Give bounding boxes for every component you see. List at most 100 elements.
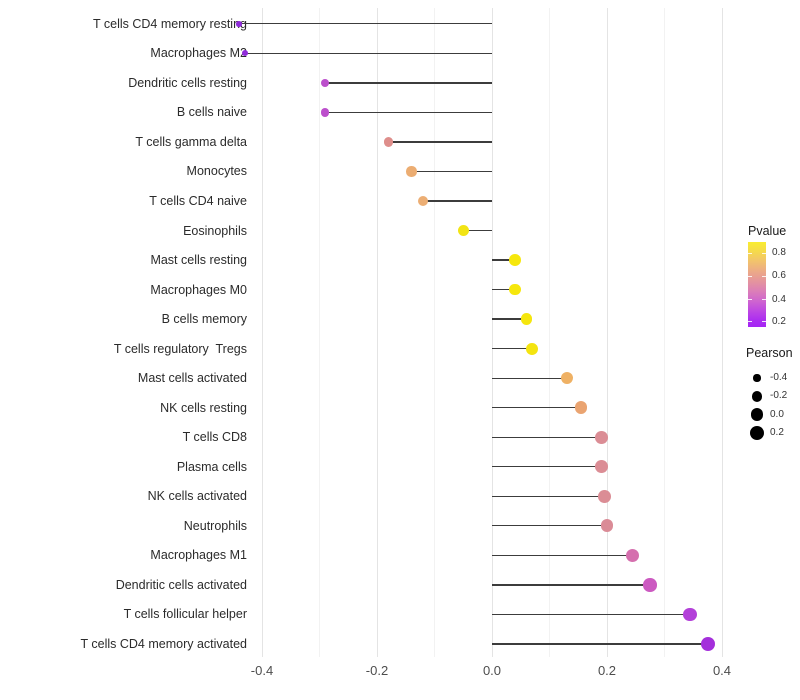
lollipop-dot: [574, 401, 588, 414]
lollipop-dot: [236, 21, 242, 27]
lollipop-dot: [520, 313, 533, 326]
lollipop-segment: [463, 229, 492, 232]
size-legend-label: -0.2: [770, 390, 788, 402]
lollipop-segment: [492, 318, 527, 320]
colorbar-tick-label: 0.4: [772, 293, 786, 305]
colorbar-tick-mark: [748, 275, 752, 277]
colorbar-tick-label: 0.6: [772, 270, 786, 282]
lollipop-dot: [700, 636, 715, 651]
lollipop-dot: [457, 225, 469, 236]
lollipop-dot: [417, 195, 429, 207]
size-legend-label: 0.2: [770, 426, 784, 438]
size-legend-dot: [750, 408, 764, 422]
y-axis-label: Monocytes: [186, 164, 247, 179]
size-legend-dot: [753, 374, 761, 382]
lollipop-dot: [383, 137, 394, 147]
size-legend-label: -0.4: [770, 372, 788, 383]
x-axis-tick-label: 0.4: [712, 663, 732, 678]
lollipop-dot: [643, 578, 657, 592]
colorbar-tick-mark: [748, 252, 752, 254]
y-axis-label: Macrophages M0: [150, 282, 247, 297]
x-axis-tick-label: 0.0: [482, 663, 502, 678]
lollipop-segment: [411, 170, 492, 173]
x-axis-tick-label: 0.2: [597, 663, 617, 678]
y-axis-label: T cells CD4 memory resting: [93, 16, 247, 31]
lollipop-segment: [325, 82, 492, 84]
size-legend-dot: [751, 390, 763, 402]
lollipop-segment: [492, 525, 607, 527]
lollipop-segment: [492, 643, 708, 645]
grid-line-major: [721, 8, 723, 657]
lollipop-segment: [492, 436, 602, 438]
lollipop-segment: [492, 584, 651, 586]
y-axis-label: T cells gamma delta: [135, 134, 247, 149]
lollipop-segment: [423, 200, 492, 202]
y-axis-label: Macrophages M1: [150, 548, 247, 563]
y-axis-label: B cells memory: [161, 312, 247, 327]
lollipop-segment: [492, 288, 515, 291]
lollipop-dot: [241, 50, 248, 57]
y-axis-label: Neutrophils: [183, 518, 247, 533]
lollipop-segment: [239, 23, 492, 25]
y-axis-label: B cells naive: [176, 105, 247, 120]
y-axis-label: Eosinophils: [183, 223, 247, 238]
grid-line-minor: [434, 8, 435, 657]
pvalue-colorbar: [748, 242, 766, 327]
lollipop-segment: [244, 52, 492, 54]
y-axis-label: T cells regulatory Tregs: [113, 341, 247, 356]
colorbar-tick-mark: [748, 321, 752, 323]
grid-line-minor: [319, 8, 320, 657]
x-axis-tick-label: -0.4: [250, 663, 274, 678]
lollipop-dot: [626, 548, 640, 562]
grid-line-major: [376, 8, 378, 657]
y-axis-label: T cells CD8: [182, 430, 247, 445]
size-legend-label: 0.0: [770, 408, 784, 420]
y-axis-label: NK cells resting: [160, 400, 247, 415]
y-axis-label: Macrophages M2: [150, 46, 247, 61]
lollipop-segment: [492, 466, 602, 468]
grid-line-major: [261, 8, 263, 657]
lollipop-dot: [509, 283, 521, 296]
lollipop-dot: [594, 430, 608, 444]
lollipop-dot: [406, 166, 417, 177]
lollipop-segment: [492, 377, 567, 379]
grid-line-minor: [549, 8, 550, 657]
x-axis-tick-label: -0.2: [365, 663, 389, 678]
grid-line-major: [491, 8, 493, 657]
lollipop-dot: [526, 342, 539, 355]
grid-line-minor: [664, 8, 665, 657]
lollipop-segment: [492, 613, 691, 616]
lollipop-dot: [597, 489, 611, 503]
pvalue-legend-title: Pvalue: [748, 224, 787, 238]
colorbar-tick-mark: [762, 252, 766, 254]
pearson-legend-title: Pearson: [746, 346, 793, 360]
colorbar-tick-mark: [762, 299, 766, 301]
colorbar-tick-label: 0.8: [772, 247, 786, 259]
grid-line-major: [606, 8, 608, 657]
lollipop-segment: [492, 259, 515, 261]
y-axis-label: Plasma cells: [176, 459, 247, 474]
y-axis-label: Mast cells activated: [137, 371, 247, 386]
lollipop-segment: [388, 141, 492, 143]
lollipop-segment: [492, 554, 633, 556]
colorbar-tick-label: 0.2: [772, 315, 786, 327]
lollipop-segment: [492, 347, 533, 350]
size-legend-dot: [749, 425, 765, 441]
y-axis-label: Dendritic cells resting: [128, 75, 247, 90]
colorbar-tick-mark: [762, 321, 766, 323]
lollipop-segment: [325, 111, 492, 114]
lollipop-dot: [600, 519, 614, 533]
lollipop-dot: [594, 460, 608, 474]
lollipop-dot: [321, 78, 330, 88]
y-axis-label: T cells CD4 memory activated: [80, 636, 248, 651]
lollipop-segment: [492, 495, 605, 497]
colorbar-tick-mark: [762, 275, 766, 277]
lollipop-dot: [509, 254, 521, 266]
lollipop-dot: [321, 108, 330, 117]
y-axis-label: T cells CD4 naive: [149, 193, 247, 208]
lollipop-dot: [560, 371, 573, 385]
y-axis-label: Dendritic cells activated: [115, 577, 247, 592]
y-axis-label: Mast cells resting: [150, 253, 247, 268]
lollipop-segment: [492, 407, 582, 409]
